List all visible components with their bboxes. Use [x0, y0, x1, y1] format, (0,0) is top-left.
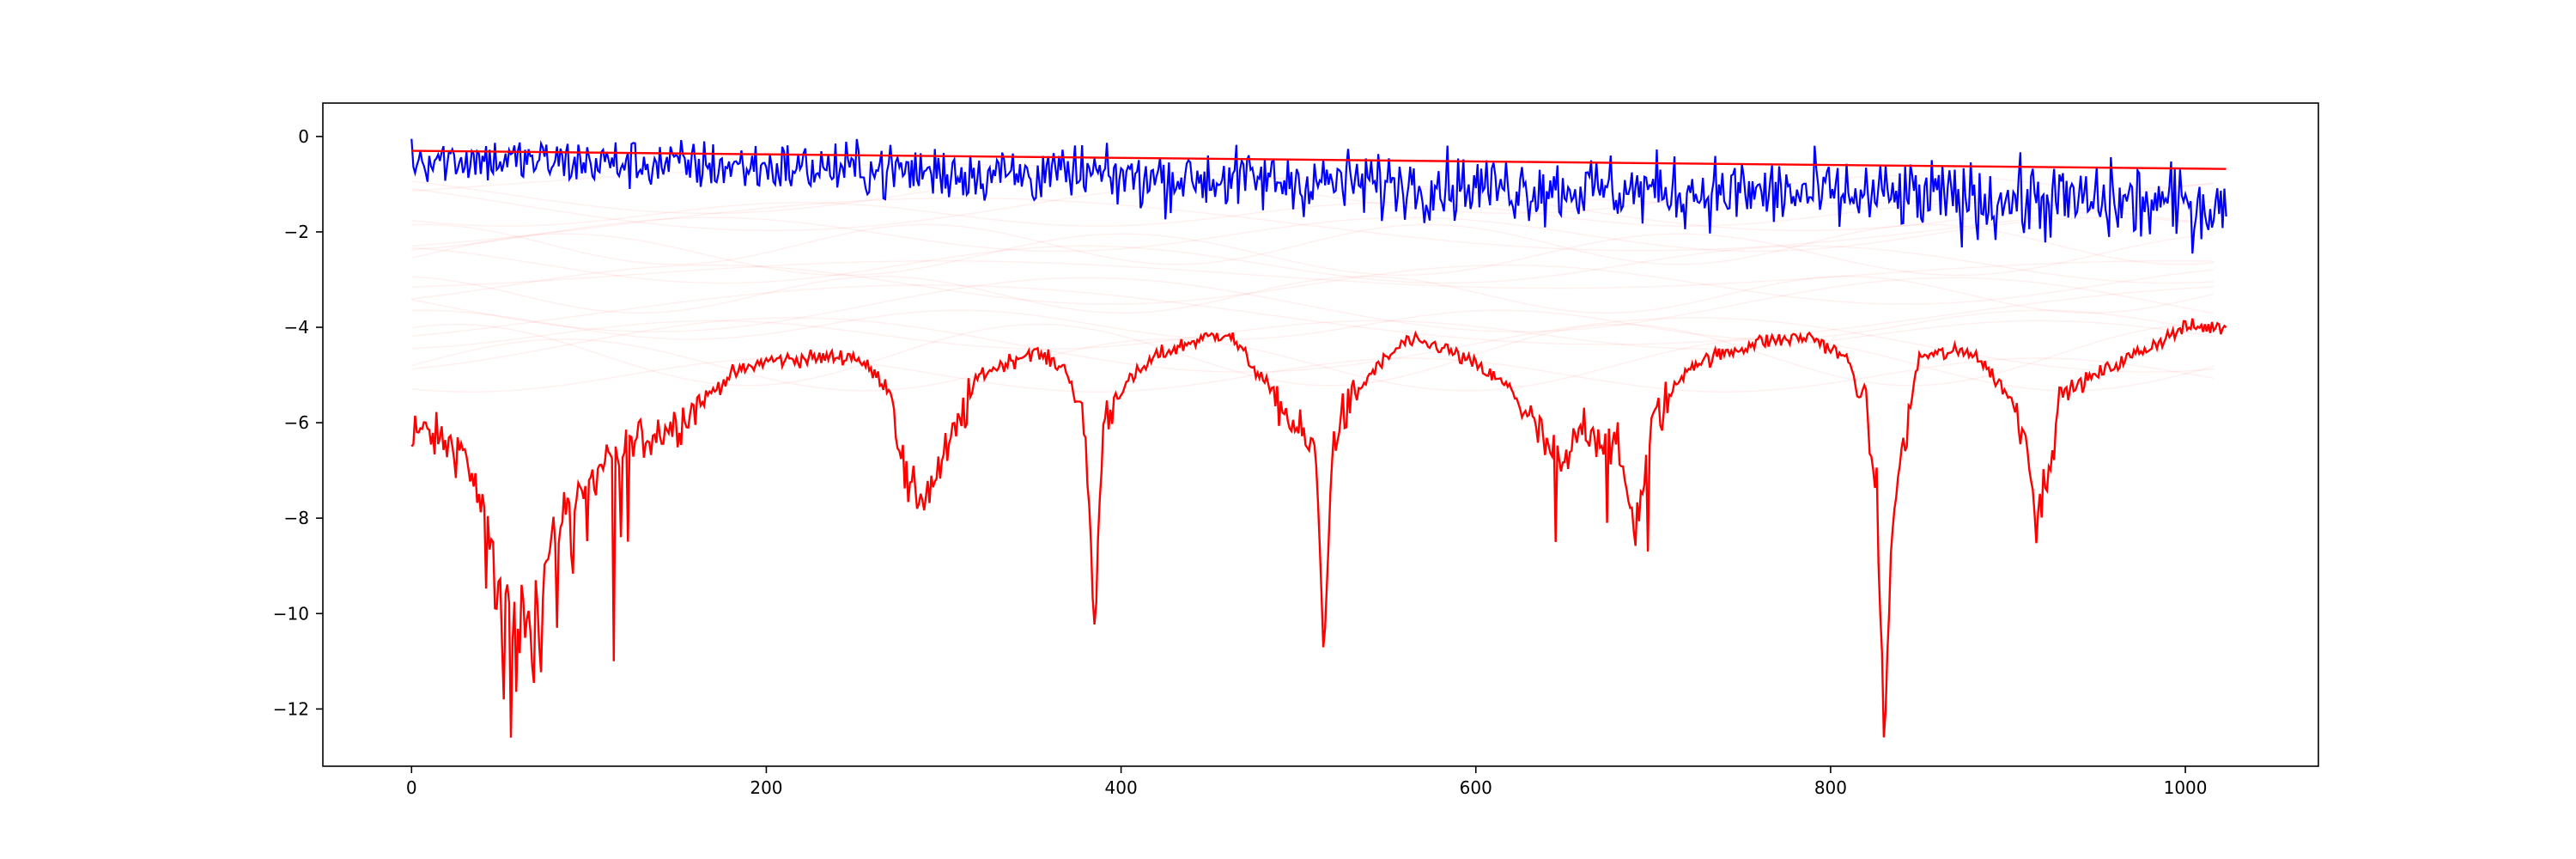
faint-background-line: [411, 338, 2215, 392]
faint-background-lines: [411, 163, 2215, 393]
faint-background-line: [411, 357, 2215, 393]
x-axis: 0 200 400 600 800 1000: [406, 766, 2208, 798]
faint-background-line: [411, 202, 2215, 227]
series-red-curve: [410, 318, 2227, 738]
plot-frame: [322, 102, 2319, 767]
series-layer: [410, 138, 2227, 738]
x-tick-label: 600: [1460, 777, 1492, 798]
x-tick-label: 200: [750, 777, 782, 798]
y-tick-label: −10: [273, 603, 309, 624]
faint-background-line: [411, 216, 2215, 253]
y-tick-label: −2: [284, 222, 309, 242]
faint-background-line: [411, 277, 2215, 332]
y-tick-label: −4: [284, 317, 309, 338]
series-blue-noisy: [410, 138, 2227, 254]
y-tick-label: −6: [284, 412, 309, 433]
faint-background-line: [411, 197, 2215, 252]
x-tick-label: 800: [1814, 777, 1847, 798]
faint-background-line: [411, 233, 2215, 277]
faint-background-line: [411, 317, 2215, 373]
y-axis: 0 −2 −4 −6 −8 −10 −12: [273, 126, 323, 719]
faint-background-line: [411, 223, 2215, 265]
faint-background-line: [411, 320, 2215, 350]
faint-background-line: [411, 309, 2215, 340]
faint-background-line: [411, 264, 2215, 305]
faint-background-line: [411, 245, 2215, 284]
y-tick-label: −8: [284, 508, 309, 528]
series-red-trend: [411, 149, 2227, 170]
x-tick-label: 0: [406, 777, 417, 798]
y-tick-label: 0: [298, 126, 309, 147]
faint-background-line: [411, 275, 2215, 314]
faint-background-line: [411, 284, 2215, 345]
x-tick-label: 400: [1105, 777, 1138, 798]
y-tick-label: −12: [273, 698, 309, 719]
faint-background-line: [411, 177, 2215, 232]
x-tick-label: 1000: [2164, 777, 2208, 798]
faint-background-line: [411, 259, 2215, 289]
